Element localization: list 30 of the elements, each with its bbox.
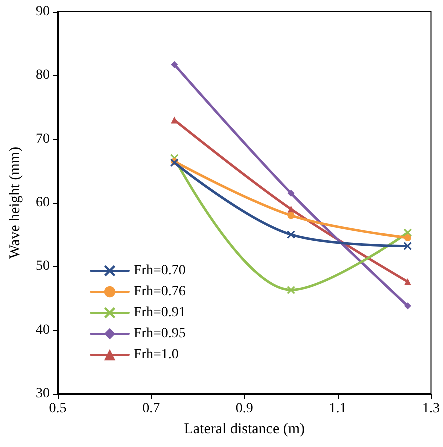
point [287, 230, 296, 239]
point [404, 302, 412, 310]
point [288, 190, 295, 197]
legend-label: Frh=0.91 [134, 306, 186, 320]
x-tick-label: 1.3 [422, 402, 440, 416]
point [404, 242, 412, 250]
x-tick-label: 0.5 [49, 402, 67, 416]
y-tick-label: 90 [36, 4, 50, 20]
y-tick-label: 60 [36, 196, 50, 210]
point [288, 206, 295, 213]
legend-label: Frh=1.0 [134, 348, 179, 362]
x-tick-label: 0.7 [142, 402, 160, 416]
point [171, 116, 178, 124]
point [288, 212, 295, 220]
point [404, 278, 412, 286]
point [171, 61, 178, 68]
legend-label: Frh=0.70 [134, 264, 186, 278]
legend-label: Frh=0.76 [134, 284, 186, 300]
point [287, 286, 296, 294]
y-axis-title: Wave height (mm) [8, 146, 24, 260]
point [404, 234, 412, 242]
y-tick-label: 30 [36, 386, 50, 402]
legend-label: Frh=0.95 [134, 326, 186, 342]
x-tick-label: 1.1 [329, 402, 347, 416]
x-tick-label: 0.9 [236, 402, 254, 416]
x-axis-title: Lateral distance (m) [184, 422, 306, 438]
y-tick-label: 80 [36, 68, 50, 84]
y-tick-label: 40 [36, 322, 50, 338]
y-tick-label: 50 [36, 259, 50, 274]
y-tick-label: 70 [36, 132, 50, 147]
